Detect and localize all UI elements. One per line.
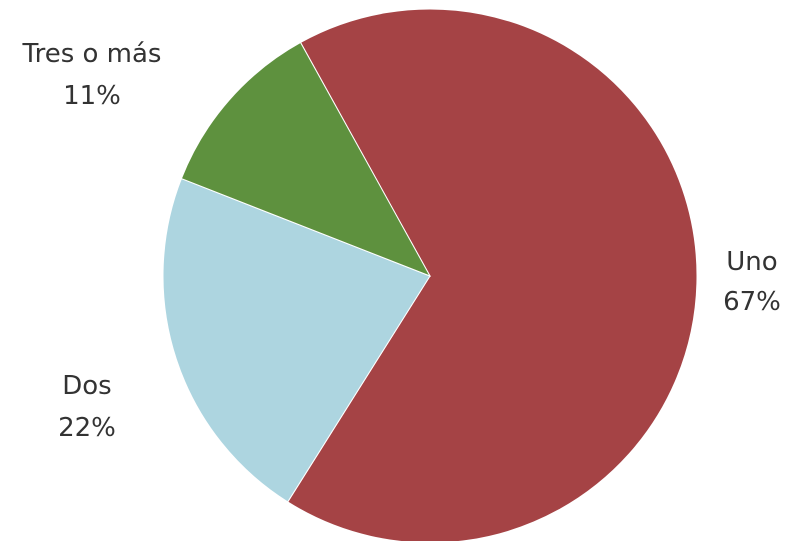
pie-slices	[162, 8, 698, 541]
slice-label-dos-name: Dos	[62, 371, 111, 401]
slice-label-uno-name: Uno	[726, 247, 777, 277]
slice-label-tres-name: Tres o más	[22, 39, 162, 69]
pie-slice-tres-o-m-s	[180, 41, 432, 277]
slice-label-uno-value: 67%	[723, 287, 781, 317]
pie-slice-dos	[162, 177, 431, 503]
pie-slice-uno	[287, 8, 698, 541]
slice-label-dos-value: 22%	[58, 413, 116, 443]
slice-label-tres-value: 11%	[63, 81, 121, 111]
